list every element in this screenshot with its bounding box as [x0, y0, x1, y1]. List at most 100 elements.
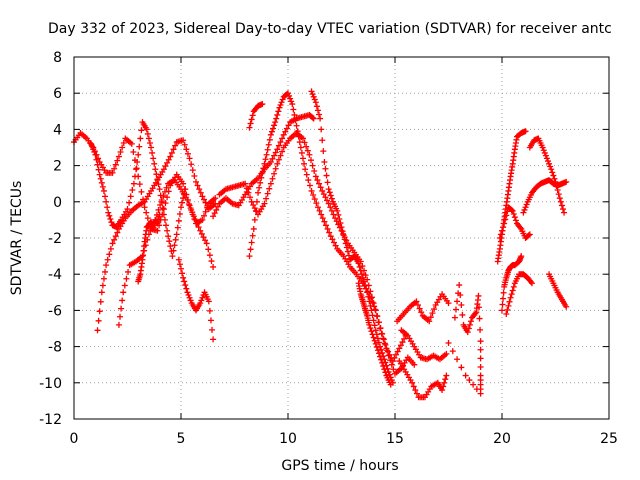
data-point [331, 239, 338, 246]
data-point [251, 205, 258, 212]
data-point [112, 161, 119, 168]
data-point [386, 371, 393, 378]
data-point [304, 147, 311, 154]
data-point [366, 298, 373, 305]
data-point [457, 292, 464, 299]
data-point [356, 263, 363, 270]
data-point [264, 190, 271, 197]
data-point [259, 101, 266, 108]
data-point [540, 147, 547, 154]
x-tick-label: 25 [600, 431, 618, 447]
data-point [322, 194, 329, 201]
data-point [202, 199, 209, 206]
data-point [502, 216, 509, 223]
data-point [339, 228, 346, 235]
data-point [189, 167, 196, 174]
data-point [456, 282, 463, 289]
data-point [507, 294, 514, 301]
data-point [394, 348, 401, 355]
data-point [250, 225, 257, 232]
data-point [268, 128, 275, 135]
data-point [259, 169, 266, 176]
data-point [297, 144, 304, 151]
data-point [310, 192, 317, 199]
data-point [319, 187, 326, 194]
data-point [326, 229, 333, 236]
data-point [247, 246, 254, 253]
data-point [311, 168, 318, 175]
data-point [249, 112, 256, 119]
data-point [265, 141, 272, 148]
data-point [277, 152, 284, 159]
data-point [454, 356, 461, 363]
data-point [329, 236, 336, 243]
data-point [506, 298, 513, 305]
data-point [332, 215, 339, 222]
data-point [99, 183, 106, 190]
data-point [272, 119, 279, 126]
y-tick-label: 8 [53, 50, 62, 66]
data-point [510, 211, 517, 218]
data-point [306, 151, 313, 158]
data-point [271, 170, 278, 177]
data-point [293, 122, 300, 129]
data-point [273, 115, 280, 122]
data-point [178, 265, 184, 272]
data-point [287, 95, 294, 102]
data-point [171, 242, 178, 249]
data-point [210, 336, 217, 343]
data-point [173, 231, 180, 238]
data-point [267, 180, 274, 187]
data-point [412, 387, 419, 394]
data-point [190, 213, 197, 220]
data-point [467, 318, 474, 325]
data-points [71, 88, 570, 401]
data-point [294, 128, 301, 135]
data-point [365, 293, 372, 300]
data-point [161, 188, 168, 195]
series-track-e [175, 256, 217, 343]
data-point [267, 158, 274, 165]
data-point [371, 337, 378, 344]
data-point [464, 329, 471, 336]
data-point [309, 91, 316, 98]
data-point [161, 216, 168, 223]
data-point [291, 111, 298, 118]
data-point [458, 301, 465, 308]
data-point [180, 274, 187, 281]
data-point [510, 283, 517, 290]
data-point [358, 271, 365, 278]
data-point [374, 313, 381, 320]
data-point [183, 146, 190, 153]
y-tick-label: -8 [48, 340, 62, 356]
data-point [103, 262, 110, 269]
data-point [379, 330, 386, 337]
data-point [374, 347, 381, 354]
data-point [104, 256, 111, 263]
data-point [194, 220, 201, 227]
data-point [316, 207, 323, 214]
data-point [326, 189, 333, 196]
data-point [499, 227, 505, 234]
data-point [303, 143, 310, 150]
data-point [344, 248, 351, 255]
data-point [248, 198, 255, 205]
data-point [364, 276, 371, 283]
data-point [473, 386, 480, 393]
data-point [324, 179, 331, 186]
data-point [310, 115, 317, 122]
data-point [91, 149, 98, 156]
data-point [164, 227, 171, 234]
series-track-o [355, 280, 394, 388]
data-point [136, 181, 143, 188]
data-point [504, 208, 511, 215]
data-point [242, 180, 249, 187]
data-point [155, 206, 162, 213]
data-point [311, 96, 318, 103]
data-point [277, 101, 284, 108]
data-point [477, 390, 484, 397]
data-point [332, 242, 339, 249]
data-point [381, 366, 388, 373]
data-point [312, 173, 319, 180]
data-point [256, 184, 263, 191]
